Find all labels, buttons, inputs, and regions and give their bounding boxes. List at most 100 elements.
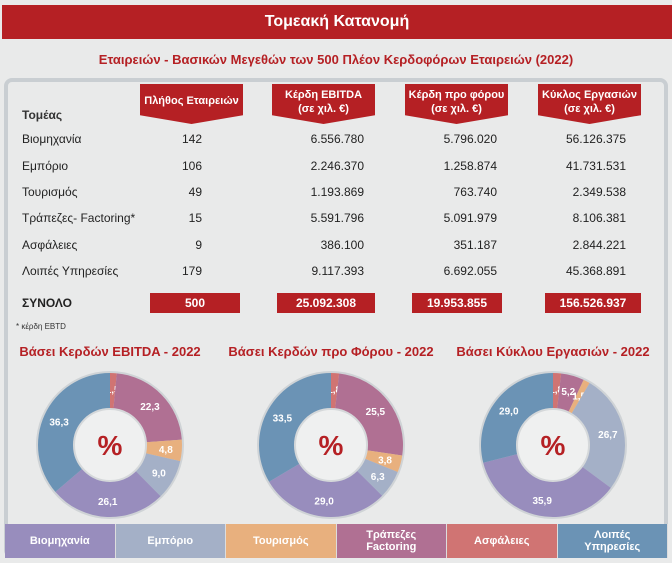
cell-turnover: 45.368.891 (565, 264, 626, 278)
cell-turnover: 41.731.531 (565, 159, 626, 173)
cell-count: 142 (181, 132, 202, 146)
slice-label: 29,0 (314, 497, 334, 508)
slice-label: 1,8 (549, 385, 563, 396)
cell-sector: Βιομηχανία (22, 132, 82, 146)
cell-pretax: 1.258.874 (443, 159, 497, 173)
donut-hole (73, 408, 147, 482)
donut-chart-ebitda: 1,5 22,3 4,8 9,0 26,1 36,3% (36, 371, 184, 519)
slice-label: 33,5 (273, 413, 293, 424)
donut-hole (516, 408, 590, 482)
cell-pretax: 763.740 (453, 185, 497, 199)
cell-pretax: 6.692.055 (443, 264, 497, 278)
donut-hole (294, 408, 368, 482)
column-header-count: Πλήθος Εταιρειών (140, 84, 243, 124)
donut-slice (335, 373, 403, 456)
cell-sector: Ασφάλειες (22, 238, 78, 252)
sector-column-header: Τομέας (22, 108, 63, 122)
donut-chart-turnover: 1,85,21,5 26,7 35,9 29,0% (479, 371, 627, 519)
donut-slice (481, 373, 553, 463)
total-count: 500 (150, 293, 240, 313)
cell-ebitda: 1.193.869 (310, 185, 364, 199)
cell-sector: Εμπόριο (22, 159, 69, 173)
donut-slice (135, 453, 181, 497)
cell-pretax: 351.187 (453, 238, 497, 252)
donut-chart-pretax: 1,8 25,5 3,8 6,3 29,0 33,5% (257, 371, 405, 519)
slice-label: 9,0 (152, 468, 166, 479)
column-header-pretax: Κέρδη προ φόρου (σε χιλ. €) (405, 84, 508, 124)
chart-legend: Βιομηχανία Εμπόριο Τουρισμός Τράπεζες Facto… (5, 524, 668, 558)
total-row: ΣΥΝΟΛΟ 500 25.092.308 19.953.855 156.526… (0, 293, 672, 313)
column-header-label: Κέρδη προ φόρου (408, 89, 505, 101)
slice-label: 1,5 (572, 391, 586, 402)
chart-title-pretax: Βάσει Κερδών προ Φόρου - 2022 (228, 344, 434, 359)
legend-item: Τουρισμός (226, 524, 337, 558)
slice-label: 5,2 (561, 387, 575, 398)
donut-slice (364, 450, 403, 473)
cell-sector: Τουρισμός (22, 185, 78, 199)
slice-label: 6,3 (371, 472, 385, 483)
table-row: Βιομηχανία 142 6.556.780 5.796.020 56.126.37… (0, 132, 672, 152)
donut-slice (483, 453, 611, 517)
slice-label: 25,5 (366, 407, 386, 418)
table-row: Τουρισμός 49 1.193.869 763.740 2.349.538 (0, 185, 672, 205)
total-ebitda: 25.092.308 (277, 293, 375, 313)
donut-slice (356, 458, 398, 496)
cell-ebitda: 6.556.780 (310, 132, 364, 146)
column-header-label: Κέρδη EBITDA (284, 89, 363, 101)
slice-label: 3,8 (378, 456, 392, 467)
donut-slice (259, 373, 331, 482)
cell-turnover: 2.349.538 (572, 185, 626, 199)
donut-slice (553, 373, 562, 410)
cell-count: 49 (188, 185, 202, 199)
footnote: * κέρδη EBTD (16, 322, 66, 331)
donut-slice (55, 468, 161, 517)
total-turnover: 156.526.937 (545, 293, 641, 313)
cell-pretax: 5.796.020 (443, 132, 497, 146)
table-row: Ασφάλειες 9 386.100 351.187 2.844.221 (0, 238, 672, 258)
percent-symbol: % (98, 430, 123, 461)
column-header-label: Πλήθος Εταιρειών (144, 95, 239, 107)
chart-title-turnover: Βάσει Κύκλου Εργασιών - 2022 (456, 344, 650, 359)
chart-title-ebitda: Βάσει Κερδών EBITDA - 2022 (19, 344, 201, 359)
donut-slice (557, 373, 584, 413)
cell-count: 179 (181, 264, 202, 278)
donut-slice (269, 463, 383, 517)
percent-symbol: % (319, 430, 344, 461)
cell-ebitda: 386.100 (320, 238, 364, 252)
cell-pretax: 5.091.979 (443, 211, 497, 225)
slice-label: 26,1 (98, 497, 118, 508)
total-pretax: 19.953.855 (412, 293, 502, 313)
donut-slice (110, 373, 117, 410)
page-header: Τομεακή Κατανομή (2, 5, 672, 39)
column-header-turnover: Κύκλος Εργασιών (σε χιλ. €) (538, 84, 641, 124)
column-header-unit: (σε χιλ. €) (298, 103, 349, 115)
cell-sector: Τράπεζες- Factoring* (22, 211, 136, 225)
cell-turnover: 8.106.381 (572, 211, 626, 225)
cell-count: 9 (195, 238, 202, 252)
slice-label: 29,0 (499, 407, 519, 418)
legend-item: Λοιπές Υπηρεσίες (557, 524, 668, 558)
total-label: ΣΥΝΟΛΟ (22, 296, 72, 310)
cell-ebitda: 2.246.370 (310, 159, 364, 173)
donut-slice (571, 383, 625, 488)
slice-label: 26,7 (598, 430, 618, 441)
legend-item: Βιομηχανία (5, 524, 116, 558)
cell-count: 106 (181, 159, 202, 173)
table-row: Λοιπές Υπηρεσίες 179 9.117.393 6.692.055 45.… (0, 264, 672, 284)
legend-item: Εμπόριο (115, 524, 226, 558)
slice-label: 36,3 (49, 418, 69, 429)
cell-turnover: 56.126.375 (565, 132, 626, 146)
column-header-unit: (σε χιλ. €) (431, 103, 482, 115)
table-row: Εμπόριο 106 2.246.370 1.258.874 41.731.531 (0, 159, 672, 179)
donut-slice (38, 373, 111, 492)
donut-slice (145, 439, 182, 462)
slice-label: 1,8 (327, 385, 341, 396)
cell-sector: Λοιπές Υπηρεσίες (22, 264, 119, 278)
legend-item: Ασφάλειες (447, 524, 558, 558)
column-header-ebitda: Κέρδη EBITDA (σε χιλ. €) (272, 84, 375, 124)
table-row: Τράπεζες- Factoring* 15 5.591.796 5.091.979… (0, 211, 672, 231)
slice-label: 35,9 (532, 496, 552, 507)
slice-label: 22,3 (140, 402, 160, 413)
cell-ebitda: 5.591.796 (310, 211, 364, 225)
percent-symbol: % (541, 430, 566, 461)
